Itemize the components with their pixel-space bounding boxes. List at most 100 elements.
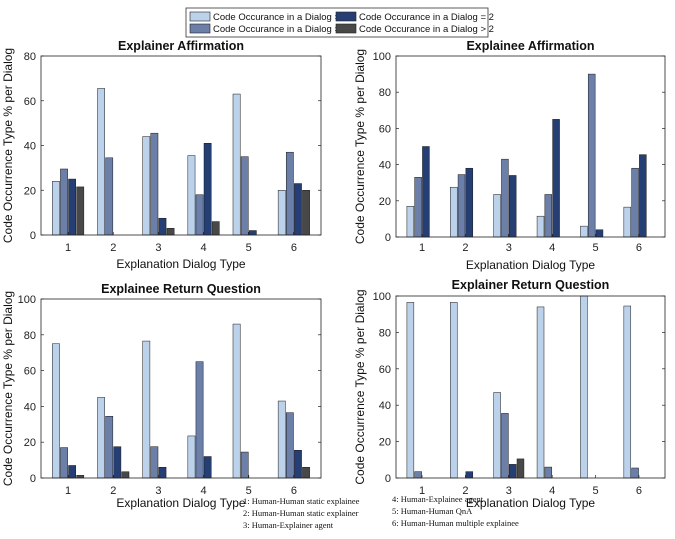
explainee-return-question-bar-cat6-series2 bbox=[294, 450, 302, 479]
explainer-affirmation-axes-box bbox=[40, 55, 322, 236]
explainer-affirmation-ytick-label-20: 20 bbox=[24, 185, 36, 197]
explainer-affirmation-ytick-label-60: 60 bbox=[24, 96, 36, 108]
explainee-return-question-bar-cat6-series0 bbox=[277, 400, 286, 479]
explainee-affirmation-bar-cat4-series0 bbox=[536, 215, 545, 238]
explainer-affirmation-ylabel: Code Occurrence Type % per Dialog bbox=[1, 48, 15, 243]
explainer-return-question-ytick-label-20: 20 bbox=[379, 437, 391, 449]
explainee-affirmation-bar-cat6-series0 bbox=[623, 206, 632, 238]
explainer-affirmation-bar-cat3-series3 bbox=[166, 228, 175, 236]
explainer-affirmation-bar-cat4-series2 bbox=[203, 143, 212, 236]
explainer-return-question-bar-cat1-series1 bbox=[414, 471, 422, 479]
explainee-affirmation-xtick-label-6: 6 bbox=[636, 242, 642, 254]
explainer-affirmation-bar-cat1-series2 bbox=[68, 178, 77, 236]
explainer-affirmation-bar-cat6-series0 bbox=[277, 190, 286, 236]
explainee-return-question-bar-cat4-series1 bbox=[195, 361, 204, 479]
explainee-return-question-bar-cat1-series3 bbox=[76, 475, 85, 479]
explainee-return-question-xtick-label-2: 2 bbox=[110, 485, 116, 497]
explainee-affirmation-ylabel: Code Occurrence Type % per Dialog bbox=[353, 49, 367, 244]
explainee-return-question-bar-cat3-series0 bbox=[142, 340, 151, 479]
explainer-return-question-ytick-label-100: 100 bbox=[373, 291, 391, 303]
explainer-return-question-ylabel: Code Occurrence Type % per Dialog bbox=[353, 289, 367, 484]
explainee-affirmation-bar-cat4-series2 bbox=[552, 119, 560, 238]
explainee-affirmation-xtick-label-3: 3 bbox=[506, 242, 512, 254]
key-note-2: 2: Human-Human static explainer bbox=[243, 508, 359, 518]
explainee-affirmation-xtick-label-1: 1 bbox=[419, 242, 425, 254]
explainee-affirmation-bar-cat3-series1 bbox=[501, 158, 509, 238]
explainee-return-question-bar-cat2-series2 bbox=[113, 446, 122, 479]
explainee-affirmation-ytick-label-100: 100 bbox=[373, 51, 391, 63]
explainer-return-question-ytick-label-80: 80 bbox=[379, 327, 391, 339]
explainee-affirmation-bar-cat2-series1 bbox=[457, 174, 466, 238]
explainer-affirmation-bar-cat4-series0 bbox=[187, 155, 196, 236]
explainee-return-question-xtick-label-5: 5 bbox=[246, 485, 252, 497]
explainer-return-question-bar-cat2-series0 bbox=[450, 302, 458, 479]
key-note-3: 3: Human-Explainer agent bbox=[243, 520, 334, 530]
explainee-affirmation-bar-cat3-series0 bbox=[493, 194, 501, 238]
explainer-affirmation-xtick-label-2: 2 bbox=[110, 242, 116, 254]
explainee-affirmation-bar-cat4-series1 bbox=[544, 194, 553, 238]
explainer-affirmation-bar-cat1-series0 bbox=[52, 181, 60, 236]
explainee-return-question-bar-cat4-series0 bbox=[187, 435, 196, 479]
key-note-1: 1: Human-Human static explainee bbox=[243, 496, 360, 506]
explainer-return-question-bar-cat3-series0 bbox=[493, 392, 501, 479]
explainer-return-question-bar-cat3-series1 bbox=[501, 413, 509, 479]
explainer-affirmation-bar-cat2-series1 bbox=[105, 157, 114, 236]
explainer-return-question-axes-box bbox=[395, 295, 666, 479]
explainee-return-question-ytick-label-0: 0 bbox=[30, 473, 36, 485]
key-note-6: 6: Human-Human multiple explainee bbox=[392, 518, 519, 528]
explainee-return-question-ytick-label-80: 80 bbox=[24, 330, 36, 342]
explainee-return-question-bar-cat2-series3 bbox=[121, 471, 130, 479]
explainee-return-question-bar-cat2-series1 bbox=[105, 416, 114, 479]
explainee-affirmation-bar-cat1-series1 bbox=[414, 177, 422, 238]
explainee-affirmation-xtick-label-5: 5 bbox=[593, 242, 599, 254]
explainee-affirmation-title: Explainee Affirmation bbox=[466, 39, 594, 53]
explainer-return-question-xlabel: Explanation Dialog Type bbox=[466, 496, 596, 510]
explainee-affirmation-ytick-label-80: 80 bbox=[379, 87, 391, 99]
explainer-return-question-bar-cat6-series0 bbox=[623, 305, 632, 479]
explainer-return-question-title: Explainer Return Question bbox=[452, 278, 610, 292]
explainee-affirmation-bar-cat5-series0 bbox=[580, 225, 588, 238]
explainer-affirmation-bar-cat3-series1 bbox=[150, 132, 159, 236]
explainee-affirmation-xtick-label-4: 4 bbox=[549, 242, 555, 254]
explainee-return-question-xtick-label-6: 6 bbox=[291, 485, 297, 497]
explainer-affirmation-bar-cat6-series3 bbox=[302, 190, 310, 236]
explainer-return-question-xtick-label-3: 3 bbox=[506, 485, 512, 497]
explainer-affirmation-bar-cat3-series0 bbox=[142, 136, 151, 236]
explainee-return-question-xtick-label-1: 1 bbox=[65, 485, 71, 497]
explainer-affirmation-bar-cat1-series3 bbox=[76, 186, 85, 236]
explainer-return-question-bar-cat3-series3 bbox=[516, 458, 525, 479]
explainer-affirmation-bar-cat5-series2 bbox=[248, 230, 257, 236]
explainer-return-question-xtick-label-2: 2 bbox=[462, 485, 468, 497]
explainee-affirmation-bar-cat6-series2 bbox=[639, 154, 647, 238]
explainer-affirmation-title: Explainer Affirmation bbox=[118, 39, 244, 53]
explainee-affirmation-bar-cat1-series0 bbox=[406, 205, 415, 238]
explainee-affirmation-bar-cat1-series2 bbox=[422, 146, 430, 238]
explainer-return-question-ytick-label-60: 60 bbox=[379, 364, 391, 376]
explainee-return-question-bar-cat1-series1 bbox=[60, 447, 68, 479]
explainer-return-question-xtick-label-1: 1 bbox=[419, 485, 425, 497]
dialog-type-key: 1: Human-Human static explainee 2: Human… bbox=[243, 494, 519, 530]
explainer-return-question-bar-cat3-series2 bbox=[508, 464, 517, 479]
explainee-return-question-ylabel: Code Occurrence Type % per Dialog bbox=[1, 291, 15, 486]
explainer-affirmation-xlabel: Explanation Dialog Type bbox=[116, 257, 246, 271]
legend-label-0: Code Occurance in a Dialog = 0 bbox=[213, 12, 348, 23]
explainee-return-question-bar-cat1-series0 bbox=[52, 343, 60, 479]
explainer-return-question-bar-cat5-series0 bbox=[580, 295, 588, 479]
explainee-return-question-ytick-label-100: 100 bbox=[18, 294, 36, 306]
key-note-4: 4: Human-Explainee agent bbox=[392, 494, 484, 504]
explainer-affirmation-bar-cat6-series1 bbox=[285, 151, 294, 236]
explainer-affirmation-bar-cat4-series1 bbox=[195, 194, 204, 236]
explainee-affirmation-ytick-label-40: 40 bbox=[379, 160, 391, 172]
legend-label-1: Code Occurance in a Dialog = 1 bbox=[213, 24, 348, 35]
legend-label-2: Code Occurance in a Dialog = 2 bbox=[359, 12, 494, 23]
explainer-return-question-bar-cat4-series1 bbox=[544, 466, 553, 479]
explainer-return-question-xtick-label-4: 4 bbox=[549, 485, 555, 497]
explainee-return-question-bar-cat5-series1 bbox=[240, 451, 249, 479]
explainer-affirmation-bar-cat4-series3 bbox=[211, 221, 220, 236]
explainee-return-question-title: Explainee Return Question bbox=[101, 282, 261, 296]
explainer-affirmation-bar-cat5-series1 bbox=[240, 156, 249, 236]
explainee-affirmation-bar-cat2-series2 bbox=[465, 167, 474, 238]
legend-label-3: Code Occurance in a Dialog > 2 bbox=[359, 24, 494, 35]
explainer-return-question-ytick-label-40: 40 bbox=[379, 400, 391, 412]
